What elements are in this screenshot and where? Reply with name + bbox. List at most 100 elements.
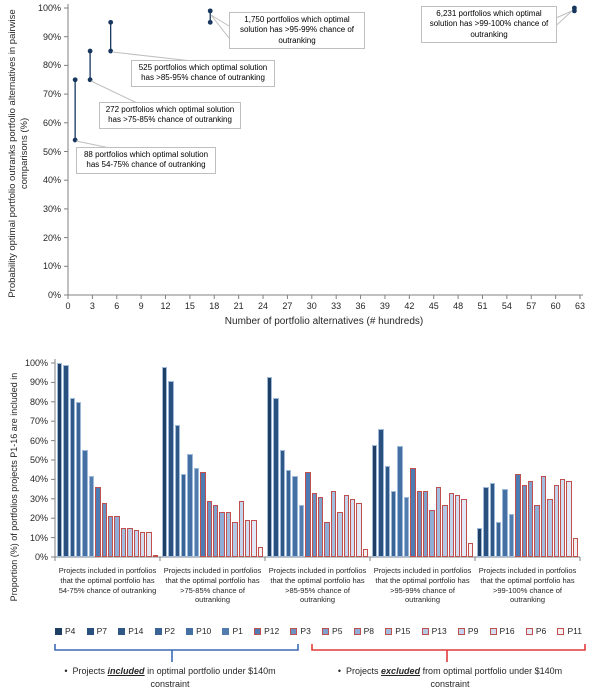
bar-P3: [102, 503, 107, 557]
legend-marker-P8: [354, 628, 361, 635]
bar-P2: [181, 474, 186, 557]
category-label: Projects included in portfolios that the…: [163, 566, 262, 605]
x-tick-label: 60: [546, 301, 566, 311]
legend-marker-P12: [254, 628, 261, 635]
x-tick-label: 42: [399, 301, 419, 311]
bar-P8: [219, 512, 224, 557]
data-point: [108, 49, 113, 54]
bottom-y-axis-label: Proportion (%) of portfolios projects P1…: [9, 361, 19, 613]
footnote-included: • Projects included in optimal portfolio…: [52, 665, 288, 691]
x-tick-label: 51: [472, 301, 492, 311]
x-tick-label: 0: [58, 301, 78, 311]
bar-P15: [226, 512, 231, 557]
legend-marker-P13: [422, 628, 429, 635]
legend-label-P7: P7: [97, 626, 107, 636]
bar-P13: [127, 528, 132, 557]
x-tick-label: 9: [131, 301, 151, 311]
legend-item-P13: P13: [422, 626, 447, 636]
footnote-text: Projects: [73, 666, 108, 676]
legend-marker-P11: [557, 628, 564, 635]
y-tick-label: 90%: [30, 377, 48, 387]
excluded-brace: [312, 644, 585, 662]
bar-P7: [168, 381, 173, 558]
category-label: Projects included in portfolios that the…: [58, 566, 157, 595]
bar-P7: [483, 487, 488, 557]
bar-P9: [239, 501, 244, 557]
legend-marker-P15: [385, 628, 392, 635]
bar-P10: [397, 446, 402, 557]
bar-P9: [449, 493, 454, 557]
x-tick-label: 18: [204, 301, 224, 311]
legend-label-P3: P3: [300, 626, 310, 636]
x-tick-label: 24: [253, 301, 273, 311]
legend-item-P5: P5: [322, 626, 342, 636]
legend-marker-P6: [526, 628, 533, 635]
bar-P8: [534, 505, 539, 557]
y-tick-label: 0%: [48, 290, 61, 300]
y-tick-label: 30%: [43, 204, 61, 214]
data-point: [208, 8, 213, 13]
x-tick-label: 27: [277, 301, 297, 311]
bar-P4: [267, 377, 272, 557]
x-tick-label: 48: [448, 301, 468, 311]
bar-P7: [378, 429, 383, 557]
legend-item-P16: P16: [490, 626, 515, 636]
bar-P13: [547, 499, 552, 557]
legend-marker-P16: [490, 628, 497, 635]
data-point: [572, 6, 577, 11]
x-tick-label: 45: [424, 301, 444, 311]
bar-P16: [140, 532, 145, 557]
bar-P2: [76, 402, 81, 557]
bar-P1: [299, 505, 304, 557]
annotation-6231-portfolios: 6,231 portfolios which optimal solution …: [421, 6, 557, 43]
legend-label-P14: P14: [128, 626, 143, 636]
y-tick-label: 70%: [30, 416, 48, 426]
bar-P9: [134, 530, 139, 557]
legend-marker-P14: [118, 628, 125, 635]
annotation-1750-portfolios: 1,750 portfolios which optimal solution …: [229, 12, 365, 49]
bar-P11: [573, 538, 578, 557]
footnote-emph: excluded: [381, 666, 420, 676]
bar-P10: [502, 489, 507, 557]
bar-P16: [455, 495, 460, 557]
legend-item-P1: P1: [222, 626, 242, 636]
bar-group: [55, 363, 160, 557]
bar-P2: [286, 470, 291, 557]
x-tick-label: 12: [156, 301, 176, 311]
y-tick-label: 30%: [30, 494, 48, 504]
bar-P3: [522, 485, 527, 557]
bar-P4: [477, 528, 482, 557]
legend-label-P15: P15: [395, 626, 410, 636]
bar-group: [160, 363, 265, 557]
y-tick-label: 40%: [43, 175, 61, 185]
legend-item-P14: P14: [118, 626, 143, 636]
y-tick-label: 100%: [25, 358, 48, 368]
bar-P1: [404, 497, 409, 557]
data-point: [572, 8, 577, 13]
included-brace: [55, 644, 298, 662]
bar-group: [370, 363, 475, 557]
legend-label-P9: P9: [468, 626, 478, 636]
legend-marker-P9: [458, 628, 465, 635]
data-point: [208, 20, 213, 25]
x-tick-label: 6: [107, 301, 127, 311]
y-tick-label: 10%: [43, 261, 61, 271]
category-label: Projects included in portfolios that the…: [268, 566, 367, 605]
bar-group: [265, 363, 370, 557]
x-tick-label: 30: [302, 301, 322, 311]
legend-item-P6: P6: [526, 626, 546, 636]
x-tick-label: 15: [180, 301, 200, 311]
bar-P3: [417, 491, 422, 557]
bullet-icon: •: [64, 666, 67, 676]
bar-P14: [175, 425, 180, 557]
legend-label-P13: P13: [432, 626, 447, 636]
legend-item-P11: P11: [557, 626, 582, 636]
x-tick-label: 33: [326, 301, 346, 311]
bar-P10: [292, 476, 297, 558]
legend-marker-P7: [87, 628, 94, 635]
y-tick-label: 20%: [30, 513, 48, 523]
bar-P11: [363, 549, 368, 557]
legend-item-P9: P9: [458, 626, 478, 636]
bar-P6: [461, 499, 466, 557]
bar-P5: [213, 505, 218, 557]
